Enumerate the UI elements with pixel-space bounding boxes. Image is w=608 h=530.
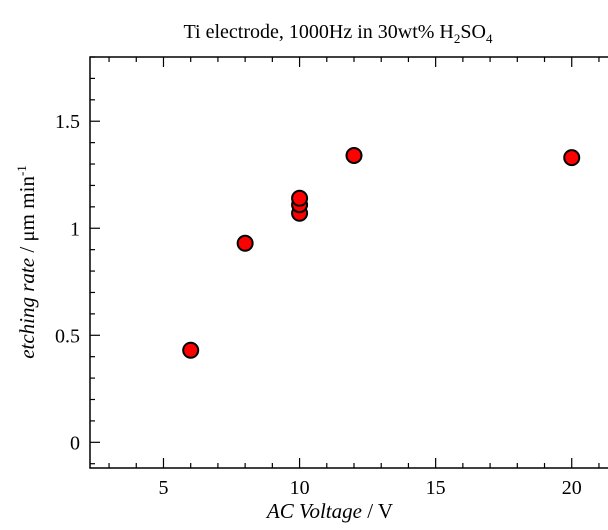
x-tick-label: 20 <box>562 477 582 499</box>
y-tick-label: 0 <box>70 432 80 454</box>
y-axis-label-italic: etching rate <box>15 258 39 359</box>
x-tick-label: 5 <box>158 477 168 499</box>
data-point <box>563 149 581 167</box>
chart-title-subscript-4: 4 <box>486 31 493 46</box>
y-axis-label-unit: / μm min <box>15 176 39 258</box>
y-axis-ticks: 0 0.5 1 1.5 <box>55 56 100 465</box>
chart-title: Ti electrode, 1000Hz in 30wt% H2SO4 <box>184 21 493 46</box>
chart-title-main: Ti electrode, 1000Hz in 30wt% H <box>184 21 454 43</box>
x-axis-label: AC Voltage / V <box>265 499 393 523</box>
x-tick-label: 10 <box>290 477 310 499</box>
data-point <box>345 146 363 164</box>
y-tick-label: 1 <box>70 218 80 240</box>
x-axis-ticks: 5 10 15 20 <box>108 57 600 499</box>
x-axis-label-unit: / V <box>362 499 393 523</box>
chart-title-so: SO <box>460 21 486 43</box>
data-point <box>236 234 254 252</box>
data-point <box>182 341 200 359</box>
x-axis-label-italic: AC Voltage <box>265 499 362 523</box>
y-tick-label: 0.5 <box>55 325 80 347</box>
y-axis-label: etching rate / μm min-1 <box>14 165 39 359</box>
data-points <box>182 146 581 359</box>
data-point <box>291 189 309 207</box>
y-tick-label: 1.5 <box>55 111 80 133</box>
y-axis-label-superscript: -1 <box>14 165 29 176</box>
chart-title-subscript-2: 2 <box>454 31 461 46</box>
plot-frame <box>89 56 608 469</box>
x-tick-label: 15 <box>426 477 446 499</box>
